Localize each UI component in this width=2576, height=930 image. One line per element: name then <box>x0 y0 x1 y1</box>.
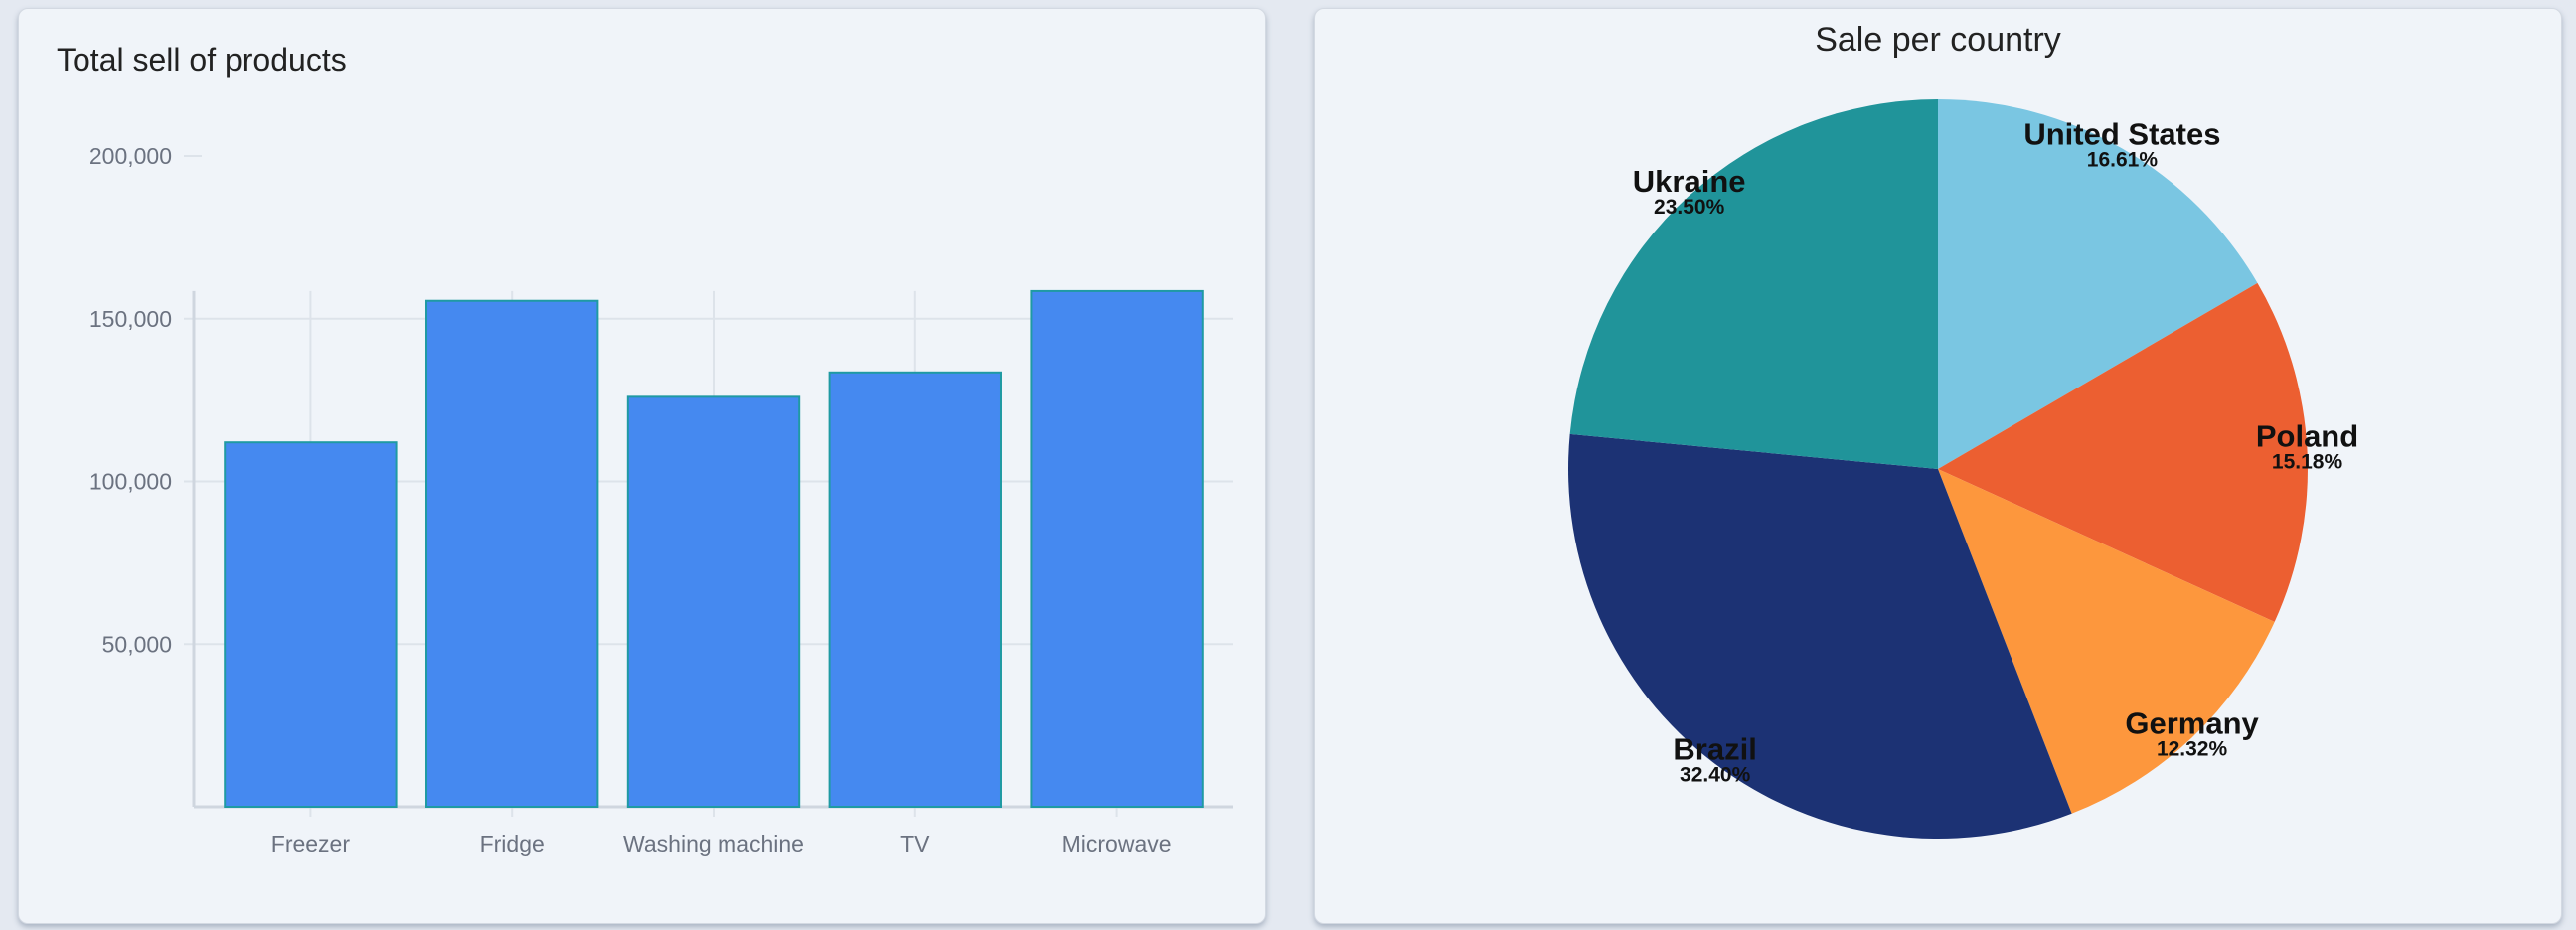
bar-fridge[interactable] <box>425 299 599 808</box>
bar-chart-labels: 50,000 100,000 150,000 200,000 Freezer Fridge… <box>89 143 1172 856</box>
pie-slice-germany[interactable] <box>1938 469 2275 814</box>
pie-slice-ukraine[interactable] <box>1569 99 1938 469</box>
pie-label-ukraine: Ukraine <box>1633 164 1746 199</box>
bar-chart-title: Total sell of products <box>57 42 347 78</box>
pie-percent-united-states: 16.61% <box>2087 148 2159 171</box>
bar-microwave[interactable] <box>1030 289 1204 809</box>
y-tick-label: 50,000 <box>102 631 172 657</box>
pie-chart-card: Sale per country United States 16.61% Pola… <box>1314 8 2562 924</box>
pie-slice-poland[interactable] <box>1938 282 2308 622</box>
y-tick-label: 200,000 <box>89 143 172 169</box>
pie-percent-ukraine: 23.50% <box>1654 196 1725 219</box>
x-category-label: TV <box>900 831 930 856</box>
bar-chart-bars <box>224 289 1204 809</box>
pie-percent-brazil: 32.40% <box>1680 764 1751 787</box>
pie-chart-title: Sale per country <box>1815 21 2061 59</box>
pie-label-united-states: United States <box>2023 116 2220 151</box>
pie-slice-united-states[interactable] <box>1938 99 2258 469</box>
bar-washing-machine[interactable] <box>626 395 801 808</box>
x-category-label: Microwave <box>1062 831 1172 856</box>
y-tick-label: 150,000 <box>89 306 172 332</box>
x-category-label: Freezer <box>271 831 351 856</box>
pie-percent-poland: 15.18% <box>2272 450 2343 473</box>
pie-percent-germany: 12.32% <box>2157 737 2228 760</box>
pie-label-poland: Poland <box>2256 418 2358 453</box>
y-tick-label: 100,000 <box>89 469 172 495</box>
x-category-label: Washing machine <box>623 831 804 856</box>
bar-freezer[interactable] <box>224 441 398 808</box>
bar-tv[interactable] <box>828 371 1002 808</box>
bar-chart: Total sell of products 50,000 100,000 150,… <box>57 42 1233 856</box>
pie-slice-brazil[interactable] <box>1567 433 2072 839</box>
pie-label-germany: Germany <box>2125 705 2259 740</box>
pie-label-brazil: Brazil <box>1673 732 1756 767</box>
pie-chart-slices <box>1567 99 2308 839</box>
x-category-label: Fridge <box>480 831 545 856</box>
bar-chart-card: Total sell of products 50,000 100,000 150,… <box>18 8 1266 924</box>
